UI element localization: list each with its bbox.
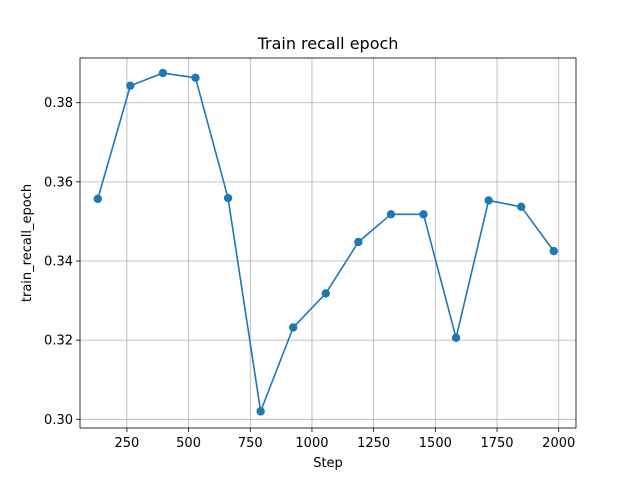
x-tick-label: 250: [114, 436, 139, 451]
x-tick-label: 1500: [419, 436, 452, 451]
chart-title: Train recall epoch: [257, 34, 399, 53]
y-tick-label: 0.30: [44, 413, 73, 428]
data-point: [126, 81, 135, 90]
x-axis-label: Step: [313, 456, 343, 471]
plot-area-background: [80, 58, 576, 428]
data-point: [223, 193, 233, 203]
plot-area-frame: [79, 57, 577, 429]
tick-layer: 250 500 750 1000 1250 1500 1750 2000 0.30 0.32 0.3…: [44, 96, 575, 451]
y-axis-label: train_recall_epoch: [20, 184, 35, 302]
x-tick-label: 750: [238, 436, 263, 451]
x-tick-label: 1000: [295, 436, 328, 451]
data-point: [386, 210, 396, 219]
data-point: [484, 196, 493, 205]
x-tick-label: 1250: [357, 436, 390, 451]
data-point: [93, 194, 102, 204]
x-tick-label: 500: [176, 436, 201, 451]
y-tick-label: 0.32: [44, 334, 73, 349]
data-point: [419, 210, 428, 219]
y-tick-label: 0.34: [44, 255, 73, 270]
data-point: [289, 323, 298, 332]
data-point: [321, 289, 330, 298]
data-point: [354, 237, 363, 247]
x-tick-label: 1750: [480, 436, 513, 451]
data-point: [451, 333, 461, 342]
y-tick-label: 0.38: [44, 96, 73, 111]
data-point: [256, 407, 265, 416]
data-point: [158, 68, 168, 78]
x-tick-label: 2000: [542, 436, 575, 451]
y-tick-label: 0.36: [44, 175, 73, 190]
grid: [80, 58, 576, 428]
series-layer: [93, 68, 558, 416]
data-point: [549, 246, 558, 256]
data-point: [517, 202, 526, 211]
data-point: [191, 73, 200, 82]
